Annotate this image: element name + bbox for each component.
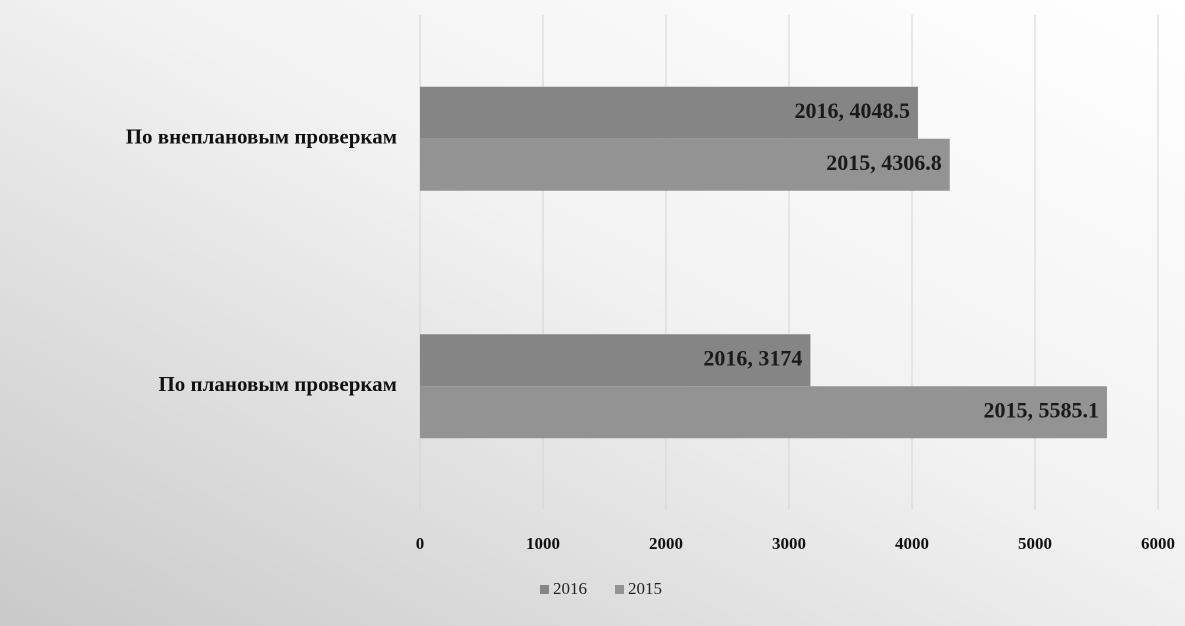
data-label: 2016, 4048.5 — [794, 98, 910, 123]
legend-label: 2015 — [628, 579, 662, 598]
x-tick-label: 4000 — [895, 534, 929, 553]
data-label: 2015, 5585.1 — [983, 397, 1099, 422]
bar — [420, 86, 918, 139]
x-tick-label: 6000 — [1141, 534, 1175, 553]
x-tick-label: 5000 — [1018, 534, 1052, 553]
category-label: По внеплановым проверкам — [126, 125, 397, 149]
x-tick-label: 0 — [416, 534, 425, 553]
x-tick-label: 3000 — [772, 534, 806, 553]
category-label: По плановым проверкам — [158, 372, 397, 396]
x-tick-label: 1000 — [526, 534, 560, 553]
legend-swatch — [540, 585, 549, 594]
bar — [420, 386, 1107, 439]
data-label: 2015, 4306.8 — [826, 150, 942, 175]
bar — [420, 334, 811, 387]
bar — [420, 138, 950, 191]
x-tick-label: 2000 — [649, 534, 683, 553]
legend-label: 2016 — [553, 579, 587, 598]
legend-swatch — [615, 585, 624, 594]
data-label: 2016, 3174 — [703, 345, 802, 370]
